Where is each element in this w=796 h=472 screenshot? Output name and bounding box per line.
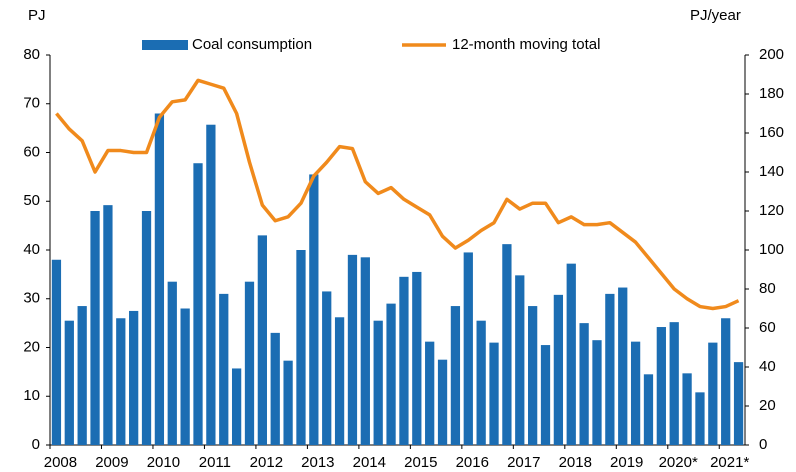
line [55, 78, 740, 311]
y2-tick-label: 80 [759, 280, 776, 297]
bar [450, 306, 461, 445]
bar [386, 303, 396, 445]
y2-tick-label: 0 [759, 436, 767, 453]
x-tick-label: 2020* [659, 454, 698, 471]
y-tick-label: 0 [32, 436, 40, 453]
bar [206, 124, 216, 446]
y-tick-label: 30 [23, 290, 40, 307]
bar [296, 250, 306, 445]
y2-tick-label: 40 [759, 358, 776, 375]
y2-tick-label: 100 [759, 241, 784, 258]
y2-tick-label: 20 [759, 397, 776, 414]
x-tick-label: 2012 [250, 454, 283, 471]
y2-tick-label: 160 [759, 124, 784, 141]
bar [193, 163, 203, 445]
legend-label: Coal consumption [192, 36, 312, 53]
y-axis-label: PJ [28, 7, 46, 24]
bar [515, 275, 525, 445]
bar [129, 310, 139, 445]
y-tick-label: 10 [23, 387, 40, 404]
legend-label: 12-month moving total [452, 36, 600, 53]
bar [592, 340, 602, 445]
y2-tick-label: 120 [759, 202, 784, 219]
bar [77, 306, 87, 445]
x-tick-label: 2010 [147, 454, 180, 471]
bar [322, 291, 332, 445]
bar [682, 373, 692, 445]
bar [437, 359, 448, 445]
x-tick-label: 2008 [44, 454, 77, 471]
x-tick-label: 2018 [559, 454, 592, 471]
bar [103, 205, 113, 445]
bar [489, 342, 499, 445]
bar [244, 281, 255, 445]
x-tick-label: 2015 [404, 454, 437, 471]
y2-tick-label: 60 [759, 319, 776, 336]
bar [579, 323, 589, 445]
x-tick-label: 2017 [507, 454, 540, 471]
bar [257, 235, 267, 445]
bar [373, 320, 383, 445]
bar [412, 271, 422, 445]
bar [167, 281, 177, 445]
bar [347, 254, 358, 445]
bar [708, 342, 718, 445]
y-tick-label: 50 [23, 192, 40, 209]
bar [553, 294, 564, 445]
y2-tick-label: 200 [759, 46, 784, 63]
bar [630, 341, 641, 445]
x-tick-label: 2011 [199, 454, 231, 471]
x-tick-label: 2014 [353, 454, 386, 471]
bar [334, 317, 345, 445]
bar [180, 308, 190, 445]
bar [733, 362, 744, 445]
bar [270, 332, 280, 445]
bar [141, 211, 152, 445]
bar [605, 293, 615, 445]
bar [360, 257, 370, 445]
bar [643, 374, 654, 445]
bar [116, 318, 126, 445]
bar [695, 392, 705, 445]
bar [463, 252, 473, 445]
bar [476, 320, 486, 445]
bar [528, 306, 538, 445]
bar [425, 341, 435, 445]
x-tick-label: 2013 [301, 454, 334, 471]
bar [656, 327, 666, 445]
bar [51, 259, 62, 445]
bar [540, 345, 551, 445]
bar [64, 320, 74, 445]
x-tick-label: 2009 [95, 454, 128, 471]
bar [231, 368, 242, 445]
bar [283, 360, 293, 445]
bar [669, 322, 679, 445]
y2-tick-label: 180 [759, 85, 784, 102]
bar [399, 276, 409, 445]
legend-swatch [142, 40, 188, 50]
y-tick-label: 40 [23, 241, 40, 258]
y2-axis-label: PJ/year [690, 7, 741, 24]
y-tick-label: 20 [23, 338, 40, 355]
y2-tick-label: 140 [759, 163, 784, 180]
bar [90, 211, 100, 445]
bar [721, 318, 731, 445]
bar [154, 113, 165, 445]
x-tick-label: 2016 [456, 454, 489, 471]
bar [618, 287, 628, 445]
x-tick-label: 2019 [610, 454, 643, 471]
bar [309, 174, 319, 445]
y-tick-label: 60 [23, 143, 40, 160]
y-tick-label: 70 [23, 95, 40, 112]
y-tick-label: 80 [23, 46, 40, 63]
bar [219, 293, 229, 445]
bar [502, 244, 512, 445]
bar [566, 263, 576, 445]
x-tick-label: 2021* [710, 454, 749, 471]
